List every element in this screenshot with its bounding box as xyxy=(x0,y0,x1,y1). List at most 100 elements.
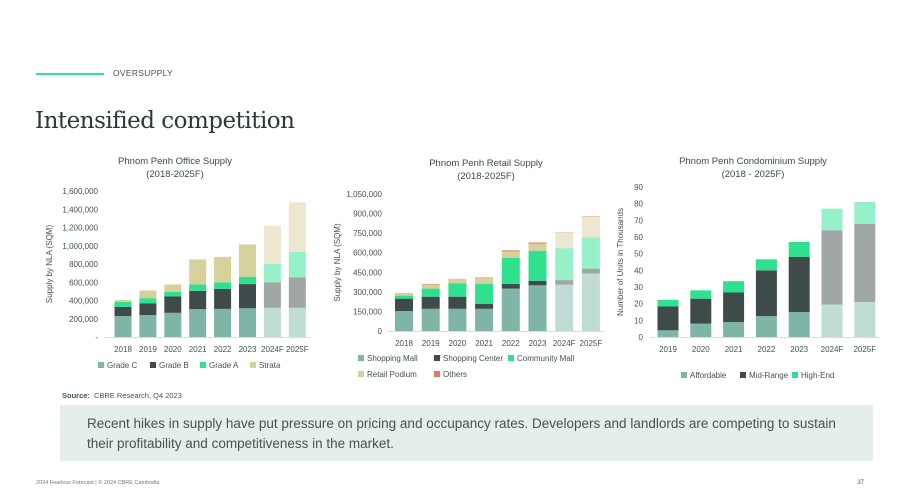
retail-bar-others xyxy=(421,283,440,285)
retail-bar-community-mall xyxy=(581,237,600,269)
office-legend-swatch xyxy=(200,362,206,368)
source-text: CBRE Research, Q4 2023 xyxy=(93,391,182,400)
footer-text: 2024 Fearless Forecast | © 2024 CBRE Cam… xyxy=(36,480,160,486)
retail-bar-others xyxy=(581,216,600,218)
office-y-axis-label: Supply by NLA (SQM) xyxy=(45,225,54,304)
office-bar-strata xyxy=(263,225,281,264)
office-legend-swatch xyxy=(98,362,104,368)
condo-bar-high-end xyxy=(690,290,712,299)
retail-y-axis-label: Supply by NLA (SQM) xyxy=(333,223,342,302)
office-bar-grade-b xyxy=(214,288,232,309)
office-bar-grade-a xyxy=(214,282,232,289)
office-chart-title-line2: (2018-2025F) xyxy=(146,169,204,180)
retail-bar-retail-podium xyxy=(448,278,467,284)
condo-legend-swatch xyxy=(681,372,687,378)
office-chart-title: Phnom Penh Office Supply (2018-2025F) xyxy=(55,155,295,181)
retail-bar-community-mall xyxy=(501,257,520,285)
condo-bar-mid-range xyxy=(821,230,843,305)
retail-x-tick-label: 2019 xyxy=(422,339,440,348)
retail-bar-shopping-center xyxy=(501,284,520,289)
condo-y-tick-label: 70 xyxy=(634,216,643,225)
office-x-tick-label: 2022 xyxy=(214,345,232,354)
retail-chart-title-line1: Phnom Penh Retail Supply xyxy=(429,158,543,169)
retail-bar-community-mall xyxy=(528,250,547,281)
retail-bar-shopping-center xyxy=(475,303,494,309)
condo-bar-mid-range xyxy=(657,306,679,331)
condo-bar-affordable xyxy=(723,322,745,337)
condo-legend-swatch xyxy=(792,372,798,378)
office-bar-grade-b xyxy=(164,296,182,313)
retail-legend-label: Shopping Mall xyxy=(367,354,418,363)
retail-legend-swatch xyxy=(358,355,364,361)
condo-y-axis-label: Number of Units in Thousands xyxy=(616,208,625,316)
office-legend-label: Grade B xyxy=(159,361,189,370)
retail-legend-label: Retail Podium xyxy=(367,370,417,379)
retail-bar-shopping-mall xyxy=(475,308,494,331)
office-legend-swatch xyxy=(150,362,156,368)
office-bar-strata xyxy=(114,300,132,302)
office-bar-grade-a xyxy=(288,251,306,278)
condo-x-tick-label: 2022 xyxy=(758,345,776,354)
retail-bar-others xyxy=(555,232,574,233)
condo-legend-swatch xyxy=(740,372,746,378)
section-rule xyxy=(36,73,104,75)
retail-legend-swatch xyxy=(434,355,440,361)
office-legend-label: Grade C xyxy=(107,361,137,370)
retail-y-tick-label: 600,000 xyxy=(353,249,382,258)
office-bar-grade-b xyxy=(114,306,132,317)
retail-bar-community-mall xyxy=(421,288,440,297)
condo-bar-mid-range xyxy=(755,270,777,317)
condo-x-tick-label: 2025F xyxy=(853,345,876,354)
source-label: Source: xyxy=(62,391,90,400)
office-bar-grade-c xyxy=(263,307,281,337)
condo-bar-mid-range xyxy=(690,298,712,324)
retail-x-tick-label: 2018 xyxy=(395,339,413,348)
retail-bar-others xyxy=(395,293,413,294)
retail-legend-swatch xyxy=(508,355,514,361)
office-x-tick-label: 2018 xyxy=(114,345,132,354)
office-legend-label: Grade A xyxy=(209,361,239,370)
condo-bar-high-end xyxy=(821,208,843,231)
condo-x-tick-label: 2024F xyxy=(821,345,844,354)
office-bar-strata xyxy=(214,256,232,283)
office-y-tick-label: 200,000 xyxy=(69,315,98,324)
office-bar-strata xyxy=(239,244,256,277)
condo-y-tick-label: 10 xyxy=(634,316,643,325)
retail-bar-shopping-center xyxy=(421,296,440,309)
retail-bar-shopping-mall xyxy=(528,285,547,331)
office-bar-strata xyxy=(139,290,157,299)
retail-bar-shopping-center xyxy=(555,280,574,285)
retail-x-tick-label: 2025F xyxy=(580,339,603,348)
condo-bar-affordable xyxy=(854,302,876,337)
office-bar-grade-c xyxy=(139,315,157,337)
retail-bar-retail-podium xyxy=(501,251,520,258)
retail-chart-title: Phnom Penh Retail Supply (2018-2025F) xyxy=(366,157,606,183)
condo-x-tick-label: 2021 xyxy=(725,345,743,354)
office-y-tick-label: 800,000 xyxy=(69,260,98,269)
office-bar-grade-c xyxy=(164,312,182,337)
retail-bar-retail-podium xyxy=(475,276,494,285)
condo-chart-title-line2: (2018 - 2025F) xyxy=(721,169,785,180)
retail-chart-title-line2: (2018-2025F) xyxy=(457,171,515,182)
office-bar-grade-c xyxy=(214,308,232,337)
retail-bar-shopping-mall xyxy=(395,311,413,331)
office-x-tick-label: 2025F xyxy=(286,345,309,354)
office-bar-strata xyxy=(288,202,306,252)
retail-bar-shopping-center xyxy=(528,280,547,286)
retail-bar-others xyxy=(501,250,520,252)
condo-y-tick-label: 30 xyxy=(634,283,643,292)
office-bar-grade-b xyxy=(239,284,256,309)
retail-bar-shopping-center xyxy=(581,268,600,274)
office-legend-label: Strata xyxy=(259,361,281,370)
office-y-tick-label: - xyxy=(95,333,98,342)
condo-x-tick-label: 2023 xyxy=(790,345,808,354)
condo-y-tick-label: 50 xyxy=(634,250,643,259)
office-bar-grade-b xyxy=(263,282,281,308)
section-label: OVERSUPPLY xyxy=(113,68,174,78)
retail-bar-shopping-mall xyxy=(421,308,440,331)
office-x-tick-label: 2023 xyxy=(239,345,257,354)
office-y-tick-label: 1,600,000 xyxy=(62,187,98,196)
retail-legend-swatch xyxy=(358,371,364,377)
retail-x-tick-label: 2022 xyxy=(502,339,520,348)
callout-text: Recent hikes in supply have put pressure… xyxy=(87,416,836,451)
